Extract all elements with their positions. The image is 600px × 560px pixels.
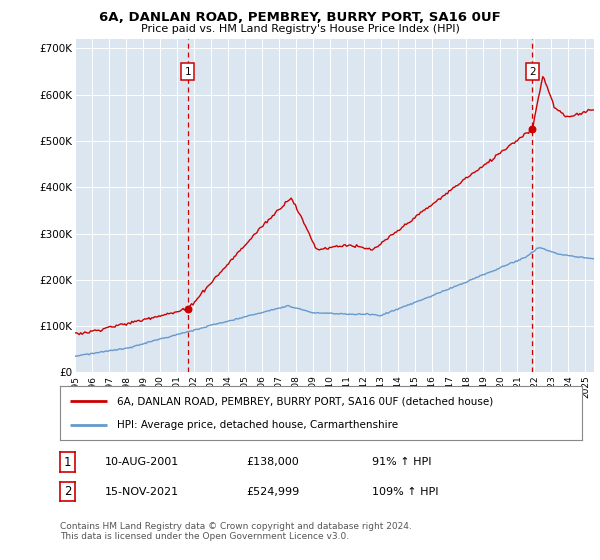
Text: 2: 2 — [529, 67, 536, 77]
Text: 2: 2 — [64, 485, 71, 498]
Point — [527, 125, 537, 134]
Text: 109% ↑ HPI: 109% ↑ HPI — [372, 487, 439, 497]
Point — [183, 304, 193, 313]
Text: £524,999: £524,999 — [246, 487, 299, 497]
Text: 6A, DANLAN ROAD, PEMBREY, BURRY PORT, SA16 0UF (detached house): 6A, DANLAN ROAD, PEMBREY, BURRY PORT, SA… — [118, 396, 494, 407]
Text: 1: 1 — [64, 455, 71, 469]
Text: Price paid vs. HM Land Registry's House Price Index (HPI): Price paid vs. HM Land Registry's House … — [140, 24, 460, 34]
Text: £138,000: £138,000 — [246, 457, 299, 467]
Text: 15-NOV-2021: 15-NOV-2021 — [105, 487, 179, 497]
Text: 6A, DANLAN ROAD, PEMBREY, BURRY PORT, SA16 0UF: 6A, DANLAN ROAD, PEMBREY, BURRY PORT, SA… — [99, 11, 501, 24]
Text: 91% ↑ HPI: 91% ↑ HPI — [372, 457, 431, 467]
Text: Contains HM Land Registry data © Crown copyright and database right 2024.
This d: Contains HM Land Registry data © Crown c… — [60, 522, 412, 542]
Text: 1: 1 — [184, 67, 191, 77]
Text: 10-AUG-2001: 10-AUG-2001 — [105, 457, 179, 467]
Text: HPI: Average price, detached house, Carmarthenshire: HPI: Average price, detached house, Carm… — [118, 419, 398, 430]
